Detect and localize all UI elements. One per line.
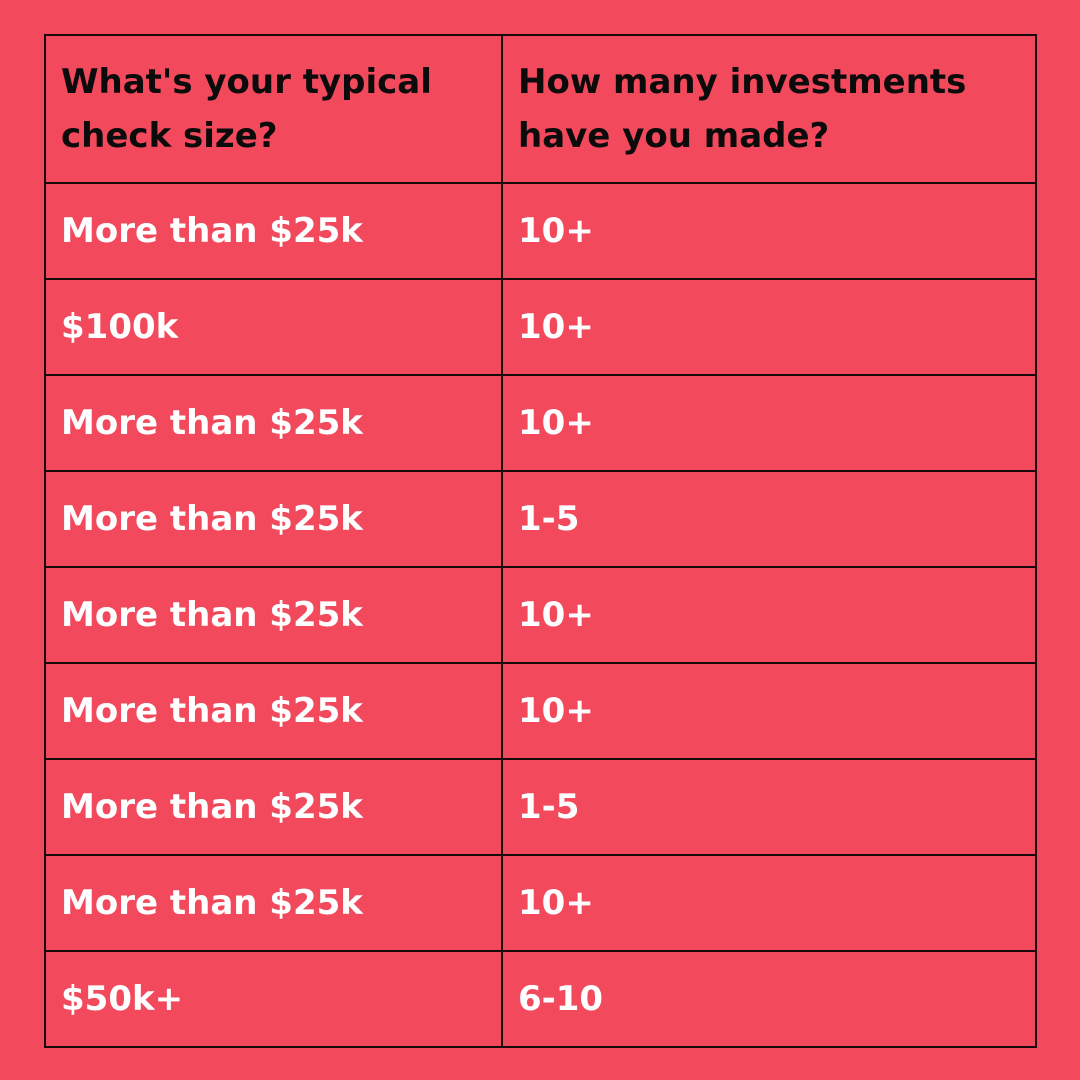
table-row: $100k 10+ (44, 278, 1037, 376)
cell-check-size: More than $25k (44, 182, 503, 280)
cell-check-size: More than $25k (44, 854, 503, 952)
cell-investments: 10+ (501, 278, 1037, 376)
cell-check-size: More than $25k (44, 566, 503, 664)
table-row: More than $25k 10+ (44, 182, 1037, 280)
cell-check-size: $100k (44, 278, 503, 376)
cell-check-size: More than $25k (44, 470, 503, 568)
header-row: What's your typical check size? How many… (44, 34, 1037, 184)
table-row: More than $25k 10+ (44, 662, 1037, 760)
header-check-size: What's your typical check size? (44, 34, 503, 184)
cell-investments: 1-5 (501, 758, 1037, 856)
table-row: More than $25k 10+ (44, 374, 1037, 472)
table-row: More than $25k 1-5 (44, 758, 1037, 856)
cell-investments: 10+ (501, 566, 1037, 664)
survey-table: What's your typical check size? How many… (44, 34, 1037, 1048)
cell-check-size: $50k+ (44, 950, 503, 1048)
table-row: More than $25k 10+ (44, 566, 1037, 664)
cell-investments: 10+ (501, 854, 1037, 952)
cell-investments: 6-10 (501, 950, 1037, 1048)
cell-investments: 1-5 (501, 470, 1037, 568)
cell-check-size: More than $25k (44, 374, 503, 472)
table-row: $50k+ 6-10 (44, 950, 1037, 1048)
cell-check-size: More than $25k (44, 662, 503, 760)
cell-investments: 10+ (501, 662, 1037, 760)
header-investments: How many investments have you made? (501, 34, 1037, 184)
cell-investments: 10+ (501, 182, 1037, 280)
table-row: More than $25k 10+ (44, 854, 1037, 952)
cell-investments: 10+ (501, 374, 1037, 472)
cell-check-size: More than $25k (44, 758, 503, 856)
table-row: More than $25k 1-5 (44, 470, 1037, 568)
